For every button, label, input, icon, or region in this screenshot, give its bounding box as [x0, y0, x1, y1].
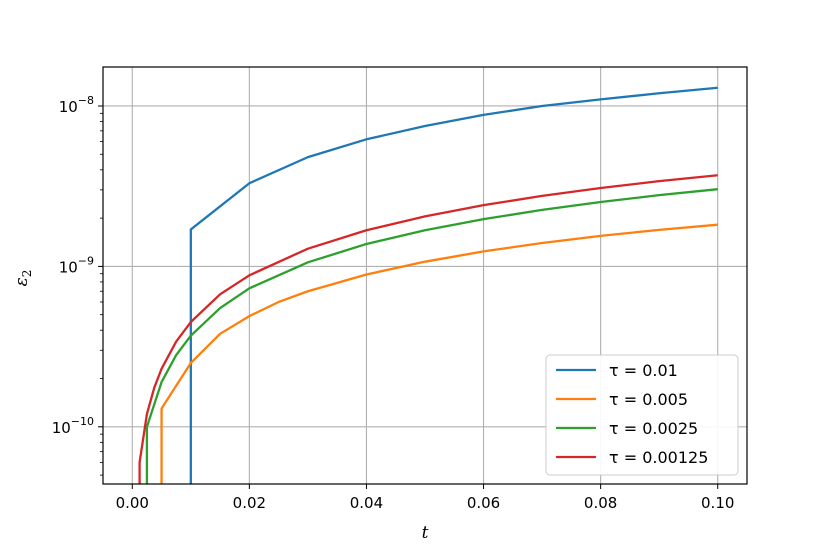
legend-label-1: τ = 0.01 — [609, 361, 678, 380]
x-tick-label: 0.10 — [701, 494, 734, 512]
y-axis-label-sub: 2 — [20, 270, 34, 278]
ticks: 0.00 0.02 0.04 0.06 0.08 0.10 10−10 10−9 10−8 — [52, 94, 735, 512]
y-axis-label: ε2 — [12, 270, 34, 287]
series-line-3 — [145, 188, 718, 484]
legend: τ = 0.01 τ = 0.005 τ = 0.0025 τ = 0.00125 — [545, 354, 739, 476]
x-tick-label: 0.06 — [467, 494, 500, 512]
series-line-4 — [138, 174, 718, 484]
x-tick-label: 0.00 — [116, 494, 149, 512]
y-tick-label: 10−8 — [59, 94, 94, 116]
legend-label-2: τ = 0.005 — [609, 390, 688, 409]
y-axis-label-main: ε — [12, 277, 32, 286]
y-tick-label: 10−9 — [59, 254, 94, 276]
legend-box — [545, 354, 739, 476]
plot-area-frame — [102, 66, 748, 485]
legend-label-3: τ = 0.0025 — [609, 419, 698, 438]
legend-label-4: τ = 0.00125 — [609, 448, 708, 467]
series-line-1 — [189, 86, 718, 484]
x-tick-label: 0.02 — [233, 494, 266, 512]
y-tick-label: 10−10 — [52, 415, 94, 437]
x-tick-label: 0.08 — [584, 494, 617, 512]
x-axis-label: t — [422, 523, 429, 543]
series-layer — [138, 86, 718, 484]
x-tick-label: 0.04 — [350, 494, 383, 512]
series-line-2 — [160, 223, 718, 484]
